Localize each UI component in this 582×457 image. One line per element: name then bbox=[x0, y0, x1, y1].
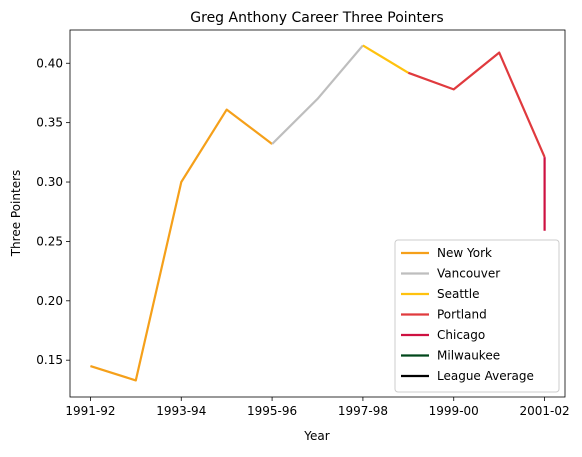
legend-label-league-average: League Average bbox=[437, 369, 534, 383]
x-tick-label: 1991-92 bbox=[65, 404, 115, 418]
legend-label-new-york: New York bbox=[437, 246, 492, 260]
y-axis: 0.15 0.20 0.25 0.30 0.35 0.40 bbox=[36, 56, 70, 367]
x-tick-label: 1999-00 bbox=[429, 404, 479, 418]
chart-title: Greg Anthony Career Three Pointers bbox=[190, 10, 443, 26]
y-axis-label: Three Pointers bbox=[9, 170, 23, 258]
legend-label-portland: Portland bbox=[437, 308, 487, 322]
series-line-vancouver bbox=[271, 44, 364, 145]
x-tick-label: 1995-96 bbox=[247, 404, 297, 418]
legend-label-vancouver: Vancouver bbox=[437, 267, 500, 281]
legend: New York Vancouver Seattle Portland Chicago M… bbox=[394, 239, 560, 393]
legend-label-seattle: Seattle bbox=[437, 287, 479, 301]
legend-label-chicago: Chicago bbox=[437, 328, 485, 342]
series-lines bbox=[90, 44, 546, 382]
x-axis-label: Year bbox=[303, 429, 329, 443]
plot-frame bbox=[69, 29, 566, 398]
y-tick-label: 0.15 bbox=[36, 353, 63, 367]
y-tick-label: 0.35 bbox=[36, 116, 63, 130]
series-line-seattle bbox=[362, 44, 409, 74]
y-tick-label: 0.20 bbox=[36, 294, 63, 308]
y-tick-label: 0.30 bbox=[36, 175, 63, 189]
legend-label-milwaukee: Milwaukee bbox=[437, 349, 500, 363]
series-line-new-york bbox=[90, 108, 273, 382]
legend-box bbox=[394, 239, 560, 393]
x-tick-label: 1993-94 bbox=[156, 404, 206, 418]
series-line-portland bbox=[407, 51, 546, 158]
x-tick-label: 1997-98 bbox=[338, 404, 388, 418]
y-tick-label: 0.40 bbox=[36, 56, 63, 70]
x-axis: 1991-92 1993-94 1995-96 1997-98 1999-00 2001-… bbox=[65, 397, 570, 418]
y-tick-label: 0.25 bbox=[36, 234, 63, 248]
x-tick-label: 2001-02 bbox=[519, 404, 569, 418]
